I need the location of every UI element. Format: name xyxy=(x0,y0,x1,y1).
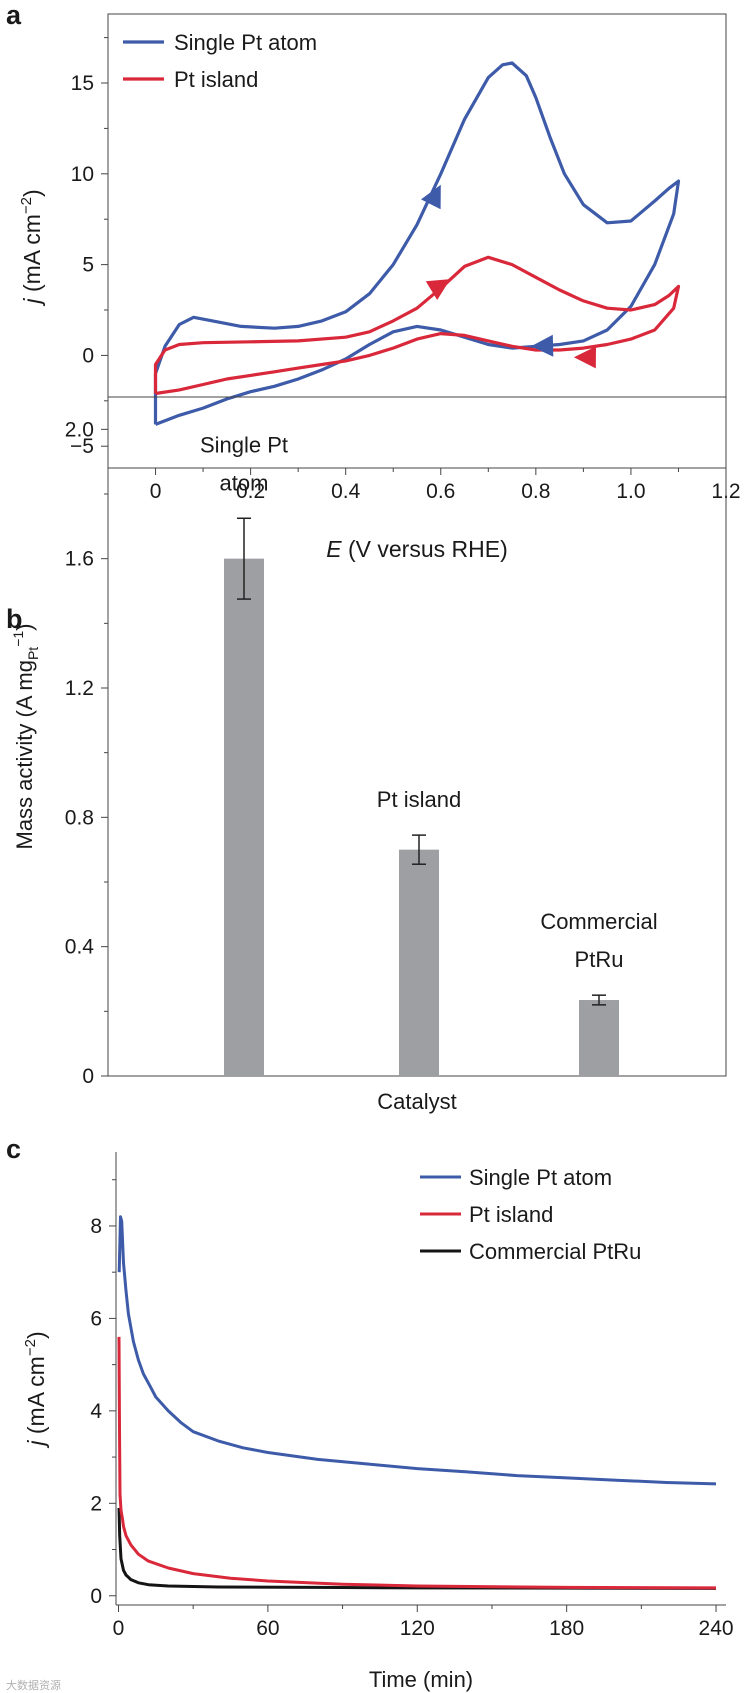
panel-a-ytick-label: 5 xyxy=(82,254,94,277)
y-axis-sub: Pt xyxy=(25,647,41,660)
panel-b-ytick-label: 1.2 xyxy=(65,677,94,700)
y-axis-unit-close: ) xyxy=(19,189,45,197)
panel-c-ytick-label: 4 xyxy=(90,1400,102,1423)
panel-label-b: b xyxy=(6,604,23,634)
panel-c-series-line xyxy=(117,1507,717,1590)
panel-b-category-label: Commercial xyxy=(540,909,657,934)
panel-a-direction-arrow xyxy=(531,334,554,357)
y-axis-unit-sup: −2 xyxy=(18,197,35,214)
panel-a-legend-label: Single Pt atom xyxy=(174,30,317,55)
y-axis-symbol: j xyxy=(23,1440,49,1449)
panel-b-bar xyxy=(224,558,264,1076)
x-axis-unit: (V versus RHE) xyxy=(342,536,508,562)
panel-b-ytick-label: 2.0 xyxy=(65,418,94,441)
panel-c-ytick-label: 2 xyxy=(90,1492,102,1515)
panel-b-category-label: Single Pt xyxy=(200,432,288,457)
panel-a-xtick-label: 0.4 xyxy=(331,480,361,503)
y-axis-symbol: j xyxy=(19,298,45,307)
panel-a-frame xyxy=(107,13,727,469)
panel-c-xtick-label: 240 xyxy=(699,1617,734,1640)
panel-c-series-line xyxy=(117,1336,717,1590)
y-axis-unit-sup: −2 xyxy=(22,1339,39,1356)
panel-a-series-line xyxy=(153,255,681,396)
panel-c-xtick-label: 180 xyxy=(549,1617,584,1640)
panel-b-ytick-label: 0 xyxy=(82,1065,94,1088)
panel-a-x-axis-title: E (V versus RHE) xyxy=(326,536,507,562)
panel-label-a: a xyxy=(6,0,22,30)
panel-a-legend-label: Pt island xyxy=(174,67,258,92)
panel-c-xtick-label: 60 xyxy=(256,1617,279,1640)
panel-b-y-axis-title: Mass activity (A mgPt−1) xyxy=(10,623,41,849)
panel-b-category-label: atom xyxy=(220,470,269,495)
watermark-text: 大数据资源 xyxy=(6,1678,61,1692)
panel-c-ytick-label: 6 xyxy=(90,1307,102,1330)
panel-a-y-axis-title: j (mA cm−2) xyxy=(18,189,45,306)
panel-c-y-axis-title: j (mA cm−2) xyxy=(22,1331,49,1448)
panel-a-xtick-label: 0.2 xyxy=(236,480,265,503)
panel-b-bar xyxy=(579,1000,619,1076)
panel-a-ytick-label: 0 xyxy=(82,344,94,367)
y-axis-sup: −1 xyxy=(10,631,26,647)
panel-b-ytick-label: 1.6 xyxy=(65,548,94,571)
panel-b-ytick-label: 0.8 xyxy=(65,806,94,829)
panel-c-ytick-label: 0 xyxy=(90,1585,102,1608)
x-axis-symbol: E xyxy=(326,536,342,562)
panel-a-series-line xyxy=(153,61,681,426)
y-axis-text: Mass activity (A mg xyxy=(12,660,37,849)
panel-c-legend-label: Commercial PtRu xyxy=(469,1239,641,1264)
panel-b-category-label: Pt island xyxy=(377,787,461,812)
panel-a-direction-arrow xyxy=(573,346,596,369)
panel-c-xtick-label: 120 xyxy=(400,1617,435,1640)
panel-c-series-line xyxy=(117,1215,717,1486)
panel-a-direction-arrow xyxy=(421,184,441,210)
panel-b-bar xyxy=(399,849,439,1076)
panel-a-xtick-label: 0.6 xyxy=(426,480,455,503)
panel-c-xtick-label: 0 xyxy=(113,1617,125,1640)
y-axis-unit-close: ) xyxy=(23,1331,49,1339)
panel-a-ytick-label: 10 xyxy=(71,163,94,186)
panel-a-direction-arrow xyxy=(425,279,451,300)
panel-c-x-axis-title: Time (min) xyxy=(369,1667,473,1692)
panel-label-c: c xyxy=(6,1134,21,1164)
panel-b-x-axis-title: Catalyst xyxy=(377,1089,456,1114)
panel-b-ytick-label: 0.4 xyxy=(65,936,95,959)
panel-c-ytick-label: 8 xyxy=(90,1215,102,1238)
panel-c-legend-label: Pt island xyxy=(469,1202,553,1227)
panel-a-ytick-label: 15 xyxy=(71,72,94,95)
panel-b-category-label: PtRu xyxy=(575,947,624,972)
panel-c-legend-label: Single Pt atom xyxy=(469,1165,612,1190)
panel-a-xtick-label: 1.0 xyxy=(616,480,645,503)
panel-a-xtick-label: 0.8 xyxy=(521,480,550,503)
y-axis-unit: (mA cm xyxy=(23,1356,49,1440)
y-axis-close: ) xyxy=(12,623,37,630)
y-axis-unit: (mA cm xyxy=(19,214,45,298)
panel-a-ytick-label: −5 xyxy=(70,435,94,458)
panel-a-xtick-label: 0 xyxy=(150,480,162,503)
